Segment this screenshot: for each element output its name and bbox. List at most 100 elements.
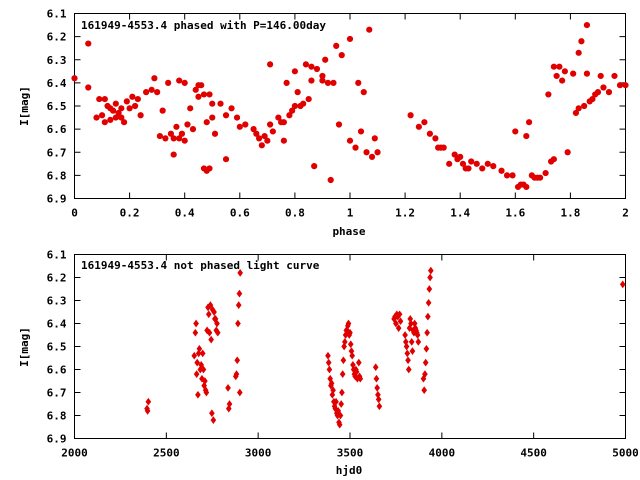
- top-data-point: [570, 70, 577, 77]
- bottom-data-point: [195, 349, 202, 358]
- top-data-point: [308, 77, 315, 84]
- bottom-x-tick-label: 4500: [520, 447, 547, 460]
- top-data-point: [118, 105, 125, 112]
- bottom-data-point: [341, 342, 347, 351]
- bottom-data-point: [427, 273, 433, 282]
- top-x-tick-label: 0.8: [285, 207, 305, 220]
- top-data-point: [170, 151, 177, 158]
- bottom-data-point: [193, 370, 200, 378]
- top-data-point: [556, 63, 563, 70]
- top-data-point: [407, 112, 414, 119]
- bottom-data-point: [198, 361, 205, 369]
- top-y-tick-label: 6.1: [47, 8, 67, 21]
- bottom-data-point: [225, 404, 232, 413]
- top-data-point: [374, 149, 381, 156]
- bottom-data-point: [427, 266, 434, 275]
- top-data-point: [291, 102, 298, 110]
- top-data-point: [498, 167, 505, 174]
- bottom-data-point: [206, 328, 213, 337]
- top-y-tick-label: 6.3: [47, 54, 67, 67]
- top-data-point: [473, 160, 480, 167]
- bottom-y-tick-label: 6.9: [47, 433, 67, 446]
- top-data-point: [564, 149, 571, 156]
- top-data-point: [363, 149, 370, 156]
- top-data-point: [236, 123, 243, 130]
- top-x-tick-label: 0: [71, 207, 78, 220]
- top-data-point: [148, 86, 155, 93]
- bottom-data-point: [424, 328, 430, 337]
- top-data-point: [622, 82, 629, 89]
- top-data-point: [159, 107, 166, 114]
- top-data-point: [432, 135, 439, 142]
- bottom-data-point: [192, 328, 199, 337]
- bottom-y-tick-label: 6.1: [47, 249, 67, 262]
- top-x-tick-label: 2: [622, 207, 629, 220]
- bottom-data-point: [357, 374, 364, 383]
- bottom-data-point: [405, 365, 412, 374]
- top-y-axis-label: I[mag]: [18, 86, 31, 126]
- top-data-point: [280, 119, 287, 126]
- top-data-point: [123, 98, 130, 105]
- bottom-data-point: [237, 269, 243, 277]
- top-data-point: [484, 160, 491, 167]
- top-x-tick-label: 0.2: [120, 207, 140, 220]
- top-data-point: [167, 130, 175, 137]
- top-data-point: [333, 42, 340, 49]
- bottom-data-point: [408, 338, 415, 346]
- bottom-data-point: [234, 356, 241, 365]
- top-data-point: [468, 158, 475, 165]
- top-data-point: [115, 109, 122, 117]
- bottom-data-point: [325, 351, 331, 360]
- top-data-point: [217, 100, 224, 107]
- top-data-point: [195, 93, 202, 100]
- top-data-point: [189, 126, 197, 133]
- top-data-point: [357, 128, 365, 135]
- top-data-point: [589, 95, 596, 103]
- bottom-data-point: [355, 358, 362, 367]
- top-y-tick-label: 6.4: [47, 77, 67, 90]
- top-data-point: [597, 72, 604, 80]
- top-x-tick-label: 1.2: [395, 207, 415, 220]
- top-data-point: [176, 77, 183, 84]
- bottom-data-point: [199, 374, 205, 383]
- top-data-point: [479, 165, 486, 172]
- bottom-data-point: [326, 365, 333, 374]
- top-data-point: [209, 100, 216, 107]
- bottom-data-point: [619, 280, 626, 289]
- bottom-data-point: [336, 420, 343, 429]
- bottom-data-point: [338, 400, 345, 408]
- bottom-data-point: [340, 356, 347, 365]
- top-data-point: [222, 156, 230, 163]
- top-data-point: [308, 63, 315, 70]
- top-data-point: [85, 84, 92, 91]
- top-data-point: [203, 119, 210, 126]
- top-data-point: [291, 68, 298, 75]
- top-data-point: [322, 56, 329, 63]
- top-data-point: [451, 151, 458, 158]
- top-data-point: [575, 105, 582, 112]
- top-data-point: [192, 86, 199, 93]
- top-data-point: [200, 91, 208, 98]
- top-data-point: [154, 89, 161, 96]
- top-data-point: [206, 165, 213, 172]
- top-y-tick-label: 6.2: [47, 31, 67, 44]
- top-data-point: [459, 160, 467, 167]
- top-data-point: [575, 49, 582, 56]
- bottom-y-tick-label: 6.7: [47, 387, 67, 400]
- top-data-point: [126, 105, 133, 112]
- bottom-data-point: [372, 363, 379, 372]
- bottom-data-point: [211, 308, 217, 316]
- bottom-data-point: [396, 310, 403, 319]
- bottom-panel-unphased: 161949-4553.4 not phased light curve hjd…: [18, 249, 639, 478]
- bottom-data-point: [202, 377, 208, 385]
- top-data-point: [324, 79, 332, 86]
- bottom-x-tick-label: 3000: [245, 447, 272, 460]
- top-data-point: [346, 137, 354, 144]
- top-data-point: [523, 132, 530, 140]
- top-data-point: [134, 95, 141, 103]
- bottom-y-tick-label: 6.2: [47, 272, 67, 285]
- bottom-data-point: [373, 374, 380, 383]
- top-data-point: [187, 105, 194, 112]
- top-axis-ticks: 0 0.2 0.4 0.6 0.8 1 1.2 1.4 1.6 1.8 2 6.1 6.2 6.3 6.4 6…: [47, 8, 629, 220]
- top-data-point: [178, 130, 186, 137]
